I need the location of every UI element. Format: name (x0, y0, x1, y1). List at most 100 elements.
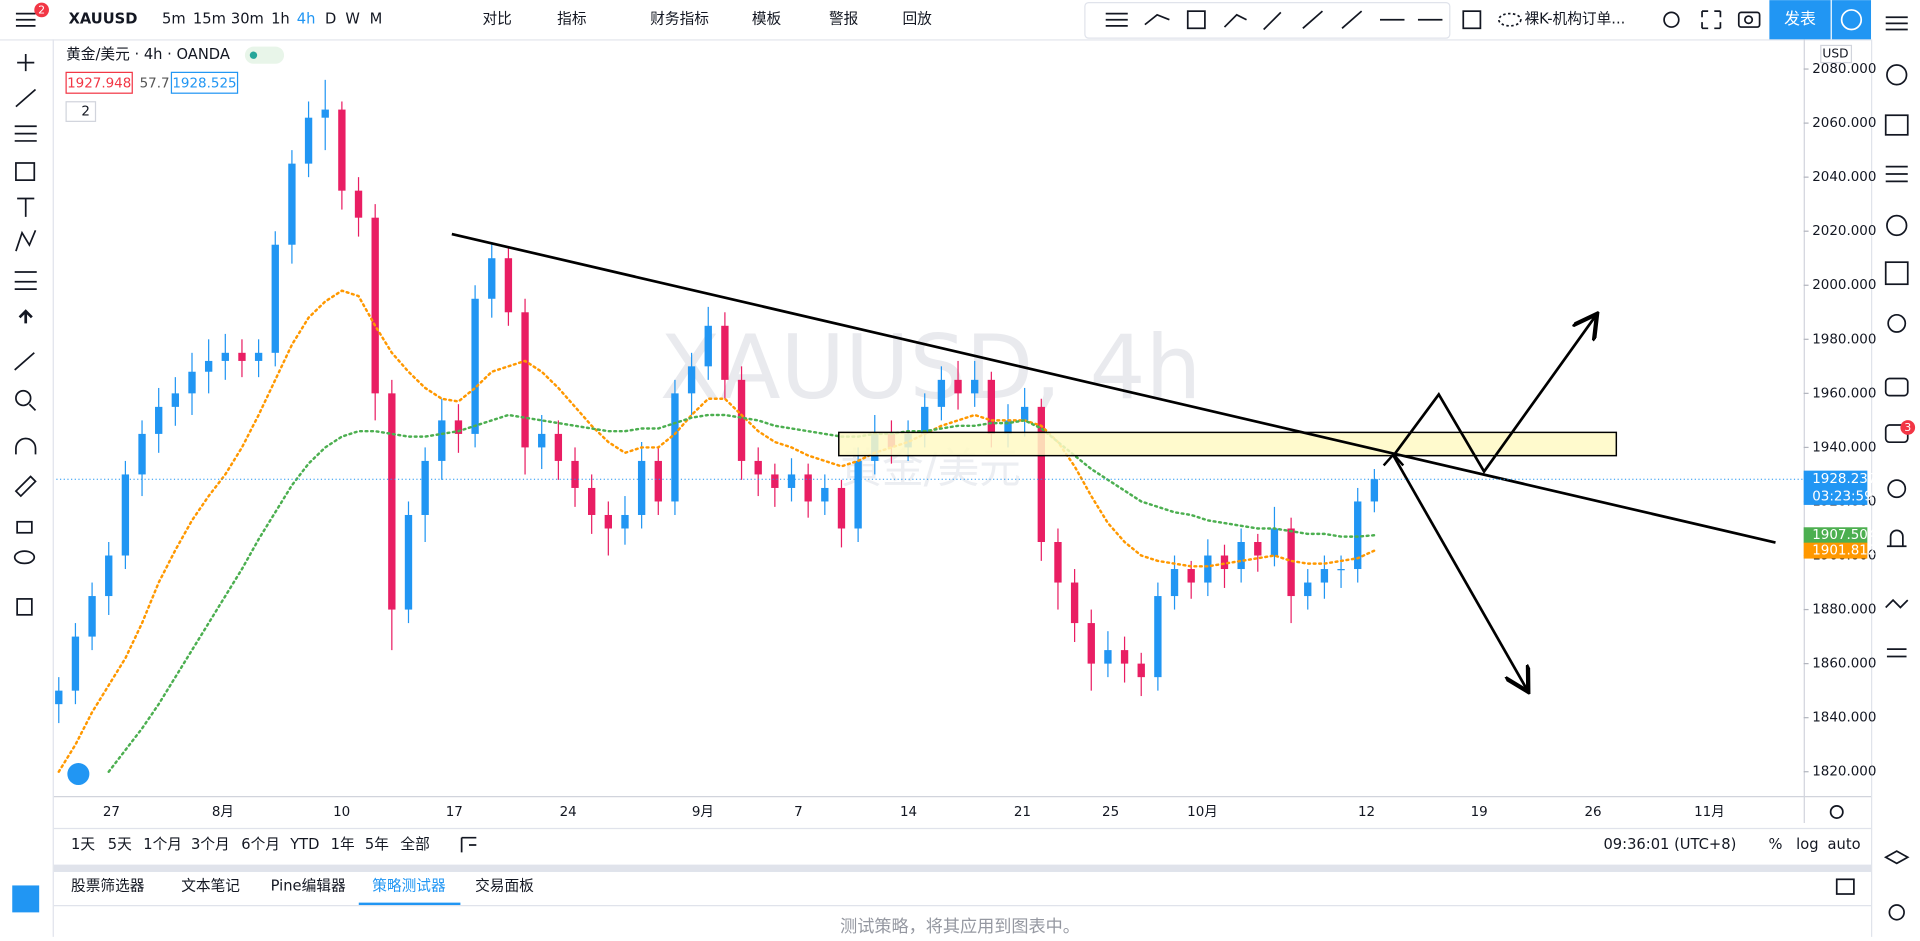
icon-part (1701, 10, 1722, 30)
range-button[interactable]: YTD (289, 836, 319, 853)
candle-body (654, 460, 662, 502)
candle-body (238, 352, 246, 361)
timeframe[interactable]: 5m (162, 11, 186, 28)
icon-part (13, 550, 36, 565)
timeframe[interactable]: 30m (231, 11, 264, 28)
ask-box (170, 71, 239, 94)
timeframe[interactable]: 4h (297, 11, 316, 28)
timeframe[interactable]: 1h (271, 11, 290, 28)
candle-body (771, 474, 779, 488)
publish-label[interactable]: 发表 (1784, 9, 1816, 28)
ma-label-box (1803, 542, 1868, 559)
bid[interactable]: 1927.948 (67, 76, 131, 91)
x-tick-label: 8月 (212, 805, 234, 820)
panel-tab[interactable]: 交易面板 (475, 877, 534, 895)
toolbar-button[interactable]: 对比 (482, 11, 511, 28)
play-button[interactable] (1831, 0, 1872, 40)
spread: 57.7 (140, 76, 170, 91)
left-toolbar (0, 39, 53, 937)
x-tick-label: 27 (103, 805, 120, 820)
candle-body (404, 514, 413, 610)
candle-body (204, 360, 213, 372)
symbol[interactable]: XAUUSD (69, 11, 138, 28)
candle-body (321, 109, 329, 118)
publish-button[interactable] (1769, 0, 1831, 40)
y-tick-label: 1960.000 (1812, 386, 1876, 401)
candle-body (171, 393, 180, 407)
icon-part (1887, 313, 1907, 333)
timeframe[interactable]: M (370, 11, 383, 28)
candle-body (1354, 501, 1362, 570)
currency-box (1820, 44, 1853, 64)
icon-part (16, 598, 33, 616)
icon-part (1263, 11, 1282, 31)
candle-body (271, 244, 279, 353)
watermark: XAUUSD, 4h (660, 316, 1202, 419)
icon-part (1884, 114, 1909, 136)
x-tick-label: 25 (1102, 805, 1119, 820)
y-tick-label: 2080.000 (1812, 62, 1876, 77)
icon-part (1835, 878, 1855, 895)
zone-box[interactable] (838, 431, 1618, 457)
candle-body (504, 258, 513, 313)
y-tick-label: 1840.000 (1812, 711, 1876, 726)
user-drawings[interactable] (451, 232, 1776, 690)
panel-tab[interactable]: 策略测试器 (372, 878, 446, 895)
range-button[interactable]: 全部 (400, 835, 429, 853)
drawing-tools[interactable] (1105, 10, 1761, 31)
misc-icons[interactable] (460, 804, 1855, 895)
candle-body (71, 636, 80, 691)
toolbar-button[interactable]: 警报 (829, 11, 859, 28)
timeframe[interactable]: W (345, 11, 360, 28)
icon-part (1223, 13, 1247, 28)
range-button[interactable]: 5年 (365, 836, 389, 853)
range-button[interactable]: 1天 (71, 836, 95, 853)
layout-name[interactable]: 裸K-机构订单... (1524, 11, 1625, 28)
timeframe[interactable]: 15m (193, 11, 226, 28)
range-button[interactable]: 5天 (108, 836, 132, 853)
timeframe[interactable]: D (325, 11, 336, 28)
status-dot (249, 51, 258, 59)
toolbar-button[interactable]: 回放 (902, 11, 932, 28)
chart: XAUUSD, 4h 黄金/美元 (55, 79, 1379, 773)
x-tick-label: 7 (794, 805, 803, 820)
toolbar-button[interactable]: 财务指标 (650, 11, 709, 28)
scale-option[interactable]: auto (1828, 836, 1861, 853)
panel-tab[interactable]: 文本笔记 (181, 878, 240, 895)
moving-average (57, 289, 1376, 773)
scale-option[interactable]: log (1796, 836, 1818, 853)
candle-body (1337, 569, 1345, 571)
menu-icon[interactable] (15, 12, 36, 27)
y-tick-label: 2020.000 (1812, 224, 1876, 239)
icon-part (1884, 377, 1909, 397)
icon-part (1744, 15, 1754, 25)
x-tick-label: 19 (1471, 805, 1488, 820)
arrow-down[interactable] (1392, 454, 1526, 690)
toolbar-button[interactable]: 模板 (752, 10, 782, 28)
candle-body (1320, 569, 1329, 583)
toolbar-button[interactable]: 指标 (557, 11, 587, 28)
x-tick-label: 24 (560, 805, 577, 820)
trend-line[interactable] (451, 232, 1776, 544)
icon-part (14, 125, 37, 142)
x-tick-label: 10 (333, 805, 350, 820)
scale-option[interactable]: % (1769, 836, 1783, 853)
icon-part (14, 352, 35, 371)
arrow-path[interactable] (1392, 316, 1595, 475)
panel-tab[interactable]: Pine编辑器 (271, 878, 346, 895)
ma-label-box (1803, 527, 1868, 544)
icon-part (1884, 261, 1909, 286)
range-button[interactable]: 3个月 (191, 836, 230, 853)
candle-body (1054, 542, 1062, 583)
ma-label: 1907.504 (1812, 528, 1876, 543)
alerts-badge: 3 (1904, 421, 1911, 434)
logo (67, 762, 90, 786)
panel-tab[interactable]: 股票筛选器 (71, 878, 145, 895)
range-button[interactable]: 6个月 (241, 836, 280, 853)
candle-body (105, 555, 113, 597)
range-button[interactable]: 1个月 (143, 836, 182, 853)
indicators-toggle[interactable] (65, 101, 97, 122)
left-tools[interactable] (12, 54, 40, 913)
ask[interactable]: 1928.525 (172, 76, 236, 91)
range-button[interactable]: 1年 (331, 836, 355, 853)
